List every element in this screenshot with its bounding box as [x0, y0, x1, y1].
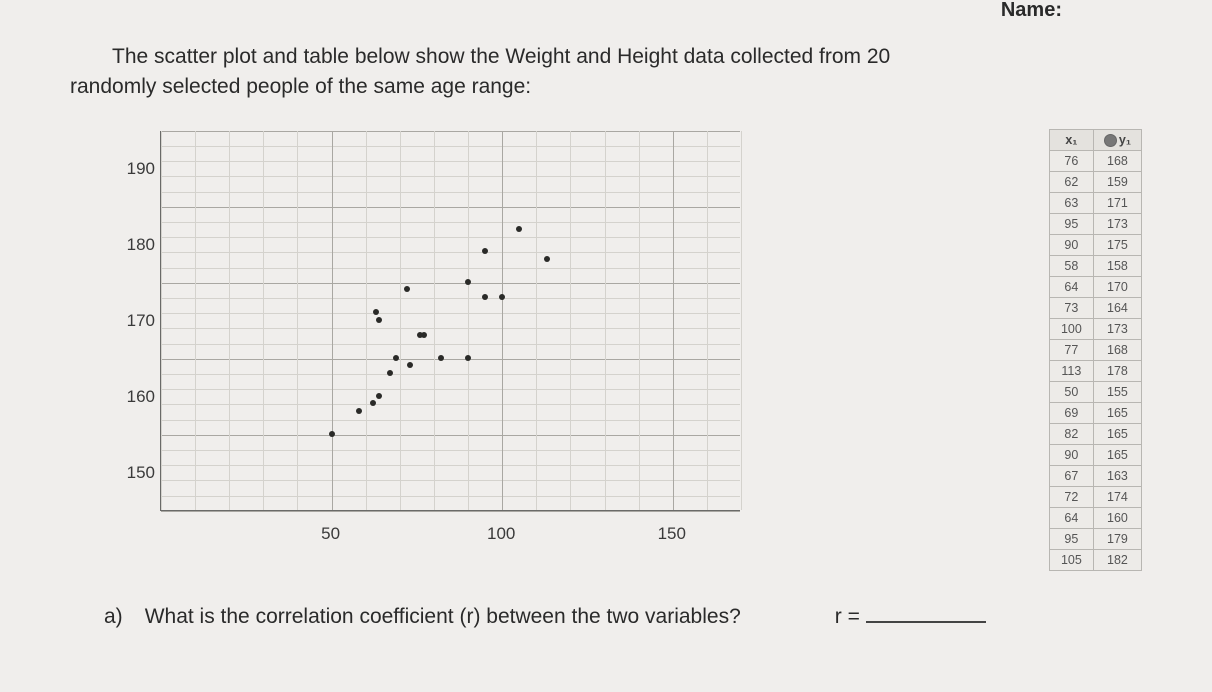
name-field: Name: — [1001, 0, 1062, 22]
scatter-point — [404, 286, 410, 292]
grid-lines — [161, 131, 740, 510]
col-header-x: x₁ — [1049, 129, 1093, 150]
desc-line-1: The scatter plot and table below show th… — [112, 42, 1142, 72]
x-tick-label: 50 — [321, 524, 340, 544]
table-row: 76168 — [1049, 150, 1141, 171]
scatter-chart: 150 160 170 180 190 50 100 150 — [70, 121, 790, 541]
scatter-point — [407, 362, 413, 368]
table-row: 64170 — [1049, 276, 1141, 297]
y-tick-label: 170 — [100, 311, 155, 331]
scatter-point — [393, 355, 399, 361]
scatter-point — [373, 309, 379, 315]
scatter-point — [376, 393, 382, 399]
header-row: Weight & Height Correlation Name: — [70, 0, 1142, 20]
scatter-point — [516, 226, 522, 232]
answer-blank[interactable] — [866, 621, 986, 623]
scatter-point — [499, 294, 505, 300]
scatter-point — [438, 355, 444, 361]
table-row: 72174 — [1049, 486, 1141, 507]
desc-line-2: randomly selected people of the same age… — [70, 72, 1142, 102]
table-row: 73164 — [1049, 297, 1141, 318]
table-row: 95173 — [1049, 213, 1141, 234]
q-label: a) — [104, 605, 123, 629]
table-row: 113178 — [1049, 360, 1141, 381]
x-tick-label: 150 — [658, 524, 686, 544]
scatter-point — [376, 317, 382, 323]
table-row: 62159 — [1049, 171, 1141, 192]
table-row: 95179 — [1049, 528, 1141, 549]
data-table: x₁ y₁ 7616862159631719517390175581586417… — [1049, 129, 1142, 571]
table-row: 105182 — [1049, 549, 1141, 570]
table-row: 63171 — [1049, 192, 1141, 213]
table-row: 90175 — [1049, 234, 1141, 255]
table-row: 90165 — [1049, 444, 1141, 465]
scatter-point — [482, 294, 488, 300]
table-row: 69165 — [1049, 402, 1141, 423]
answer-field[interactable]: r = — [835, 605, 986, 629]
scatter-point — [329, 431, 335, 437]
table-row: 100173 — [1049, 318, 1141, 339]
scatter-point — [465, 279, 471, 285]
scatter-point — [482, 248, 488, 254]
y-tick-label: 190 — [100, 159, 155, 179]
scatter-point — [356, 408, 362, 414]
plot-region — [160, 131, 740, 511]
worksheet-page: Weight & Height Correlation Name: The sc… — [0, 0, 1212, 692]
scatter-point — [544, 256, 550, 262]
table-row: 64160 — [1049, 507, 1141, 528]
scatter-point — [370, 400, 376, 406]
description: The scatter plot and table below show th… — [70, 42, 1142, 103]
col-header-y: y₁ — [1093, 129, 1141, 150]
y-tick-label: 180 — [100, 235, 155, 255]
table-row: 67163 — [1049, 465, 1141, 486]
table-row: 82165 — [1049, 423, 1141, 444]
table-row: 58158 — [1049, 255, 1141, 276]
y-tick-label: 160 — [100, 387, 155, 407]
scatter-point — [387, 370, 393, 376]
table-row: 50155 — [1049, 381, 1141, 402]
content-row: 150 160 170 180 190 50 100 150 x₁ y₁ 7616862159… — [70, 121, 1142, 571]
x-tick-label: 100 — [487, 524, 515, 544]
table-row: 77168 — [1049, 339, 1141, 360]
q-text: What is the correlation coefficient (r) … — [145, 605, 741, 629]
question-a: a) What is the correlation coefficient (… — [70, 605, 1142, 629]
scatter-point — [465, 355, 471, 361]
circle-icon — [1104, 134, 1117, 147]
scatter-point — [421, 332, 427, 338]
y-tick-label: 150 — [100, 463, 155, 483]
